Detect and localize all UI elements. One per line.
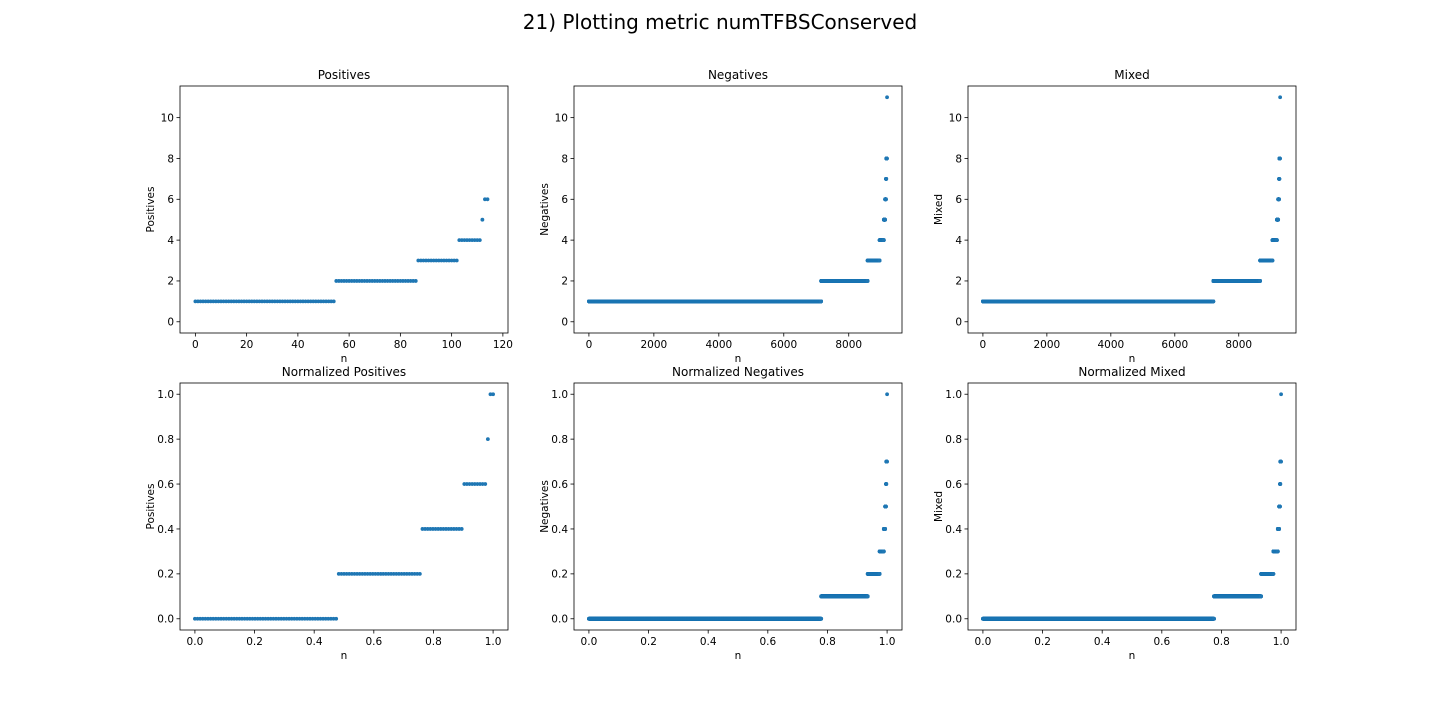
- y-tick-label: 6: [167, 194, 174, 206]
- x-tick-label: 60: [342, 339, 355, 351]
- subplot-1: 0 20 40 60 80 100 120 0 2 4 6 8 10 Positives n Positive…: [145, 68, 513, 365]
- y-tick-label: 8: [167, 153, 174, 165]
- x-axis-label: n: [341, 353, 348, 365]
- y-tick-label: 0: [167, 317, 174, 329]
- subplot-title: Positives: [318, 68, 371, 82]
- data-point: [413, 279, 418, 283]
- data-point: [454, 258, 459, 263]
- data-point: [480, 217, 485, 222]
- axes-frame: [179, 85, 509, 334]
- y-tick-label: 4: [167, 235, 174, 247]
- data-point: [485, 197, 490, 202]
- series-points: [587, 95, 889, 304]
- y-tick-label: 10: [161, 112, 174, 124]
- x-tick-label: 80: [394, 339, 407, 351]
- x-tick-label: 40: [291, 339, 304, 351]
- y-tick-label: 2: [167, 276, 174, 288]
- y-axis-label: Positives: [145, 187, 157, 233]
- data-point: [331, 299, 336, 304]
- series-points: [193, 197, 490, 304]
- figure-title: 21) Plotting metric numTFBSConserved: [0, 10, 1440, 34]
- data-point: [477, 238, 482, 243]
- x-tick-label: 120: [493, 339, 513, 351]
- x-tick-label: 20: [240, 339, 253, 351]
- subplot-2: 0 2000 4000 6000 80000246810NegativesnNegati…: [539, 68, 903, 365]
- x-tick-label: 100: [442, 339, 462, 351]
- x-tick-label: 0: [192, 339, 199, 351]
